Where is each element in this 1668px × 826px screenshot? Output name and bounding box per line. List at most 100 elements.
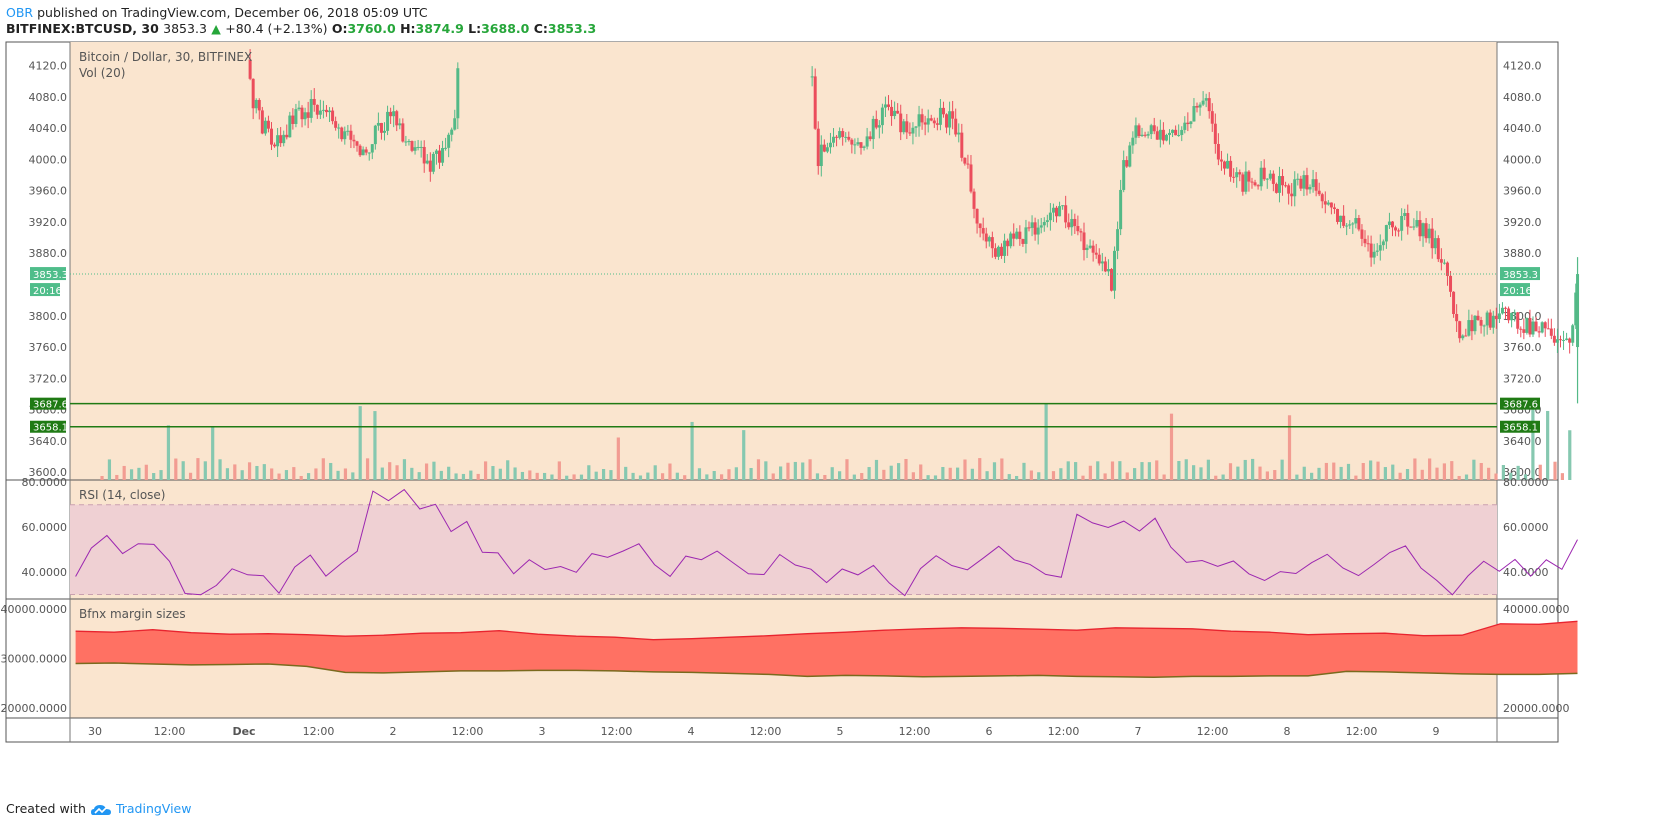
candle-body: [1058, 206, 1062, 217]
candle-body: [276, 135, 280, 147]
level-label-right: 3687.6: [1503, 400, 1538, 411]
candle-body: [361, 149, 365, 156]
candle-body: [1397, 230, 1401, 232]
candle-body: [1247, 171, 1251, 182]
volume-bar: [911, 472, 915, 480]
rsi-tick-right: 60.0000: [1503, 521, 1549, 534]
volume-bar: [1088, 465, 1092, 480]
level-tag-left: [30, 397, 66, 410]
candle-body: [1522, 329, 1526, 333]
candle-body: [954, 118, 958, 135]
volume-bar: [1221, 474, 1225, 480]
candle-body: [984, 233, 988, 242]
volume-bar: [653, 465, 657, 480]
volume-bar: [225, 468, 230, 480]
volume-bar: [860, 473, 864, 480]
candle-body: [1183, 122, 1187, 130]
candle-body: [1274, 183, 1278, 193]
volume-bar: [483, 461, 488, 480]
candle-body: [1473, 315, 1477, 332]
volume-bar: [476, 473, 480, 480]
volume-bar: [1258, 466, 1262, 480]
candle-body: [456, 68, 460, 119]
volume-bar: [410, 467, 414, 480]
volume-bar: [1516, 465, 1520, 480]
candle-body: [1296, 178, 1300, 180]
countdown-tag-left: [30, 283, 60, 297]
close-label: C:: [533, 21, 548, 36]
volume-bar: [365, 458, 370, 480]
candle-body: [1201, 100, 1205, 105]
candle-body: [920, 114, 924, 123]
price-tick-left: 3920.0: [29, 216, 68, 229]
candle-body: [911, 127, 915, 134]
publish-text: published on TradingView.com, December 0…: [37, 5, 428, 20]
candle-body: [1091, 245, 1095, 253]
margin-bottom-line: [75, 662, 1578, 679]
candle-body: [263, 120, 267, 134]
candle-body: [1363, 238, 1367, 244]
candle-body: [1180, 129, 1184, 135]
candle-body: [260, 110, 264, 134]
candle-body: [1464, 335, 1468, 337]
countdown-tag-right: [1500, 283, 1530, 297]
candle-body: [1507, 308, 1511, 321]
candle-body: [1082, 232, 1086, 251]
created-with-text: Created with: [6, 801, 86, 816]
candle-body: [880, 107, 884, 126]
volume-bar: [1339, 466, 1343, 480]
candle-body: [1479, 320, 1483, 326]
volume-bar: [233, 464, 237, 480]
time-tick: 12:00: [1346, 725, 1378, 738]
author-link[interactable]: OBR: [6, 5, 34, 20]
candle-body: [1143, 134, 1147, 136]
volume-bar: [1007, 474, 1011, 480]
candle-body: [395, 111, 399, 126]
volume-bar: [351, 472, 355, 480]
countdown-label-right: 20:16: [1503, 286, 1532, 297]
volume-bar: [188, 472, 193, 480]
candle-body: [1497, 313, 1501, 320]
candle-body: [1137, 125, 1141, 136]
candle-body: [331, 110, 335, 122]
candle-body: [865, 136, 869, 147]
volume-bar: [631, 472, 635, 480]
tradingview-link[interactable]: TradingView: [115, 801, 192, 816]
volume-bar: [1531, 403, 1535, 480]
publish-info: OBR published on TradingView.com, Decemb…: [6, 5, 428, 20]
volume-bar: [978, 458, 982, 480]
price-tick-right: 4000.0: [1503, 153, 1542, 166]
volume-bar: [152, 473, 156, 480]
candle-body: [868, 136, 872, 140]
volume-bar: [697, 468, 702, 480]
candle-body: [1015, 231, 1019, 239]
volume-bar: [1066, 461, 1070, 480]
candle-body: [1073, 218, 1077, 227]
candle-body: [1109, 269, 1113, 291]
volume-bar: [100, 476, 104, 480]
volume-bar: [469, 470, 473, 480]
candle-body: [1516, 312, 1520, 329]
candle-body: [1449, 275, 1453, 292]
volume-bar: [129, 469, 134, 480]
candle-body: [401, 123, 405, 142]
volume-bar: [1568, 430, 1572, 480]
candle-body: [257, 99, 261, 111]
volume-bar: [1228, 463, 1233, 480]
volume-bar: [491, 466, 495, 480]
volume-bar: [749, 468, 753, 480]
candle-body: [1406, 213, 1410, 227]
candle-body: [324, 109, 328, 113]
time-tick: 12:00: [303, 725, 335, 738]
volume-bar: [1546, 410, 1550, 480]
candle-body: [1458, 321, 1462, 339]
margin-tick-left: 20000.0000: [1, 702, 67, 715]
candle-body: [948, 111, 952, 128]
volume-bar: [801, 462, 805, 480]
candle-body: [1061, 205, 1065, 207]
volume-bar: [1280, 459, 1284, 480]
candle-body: [294, 109, 298, 124]
candle-body: [1378, 245, 1382, 251]
volume-bar: [373, 411, 377, 480]
